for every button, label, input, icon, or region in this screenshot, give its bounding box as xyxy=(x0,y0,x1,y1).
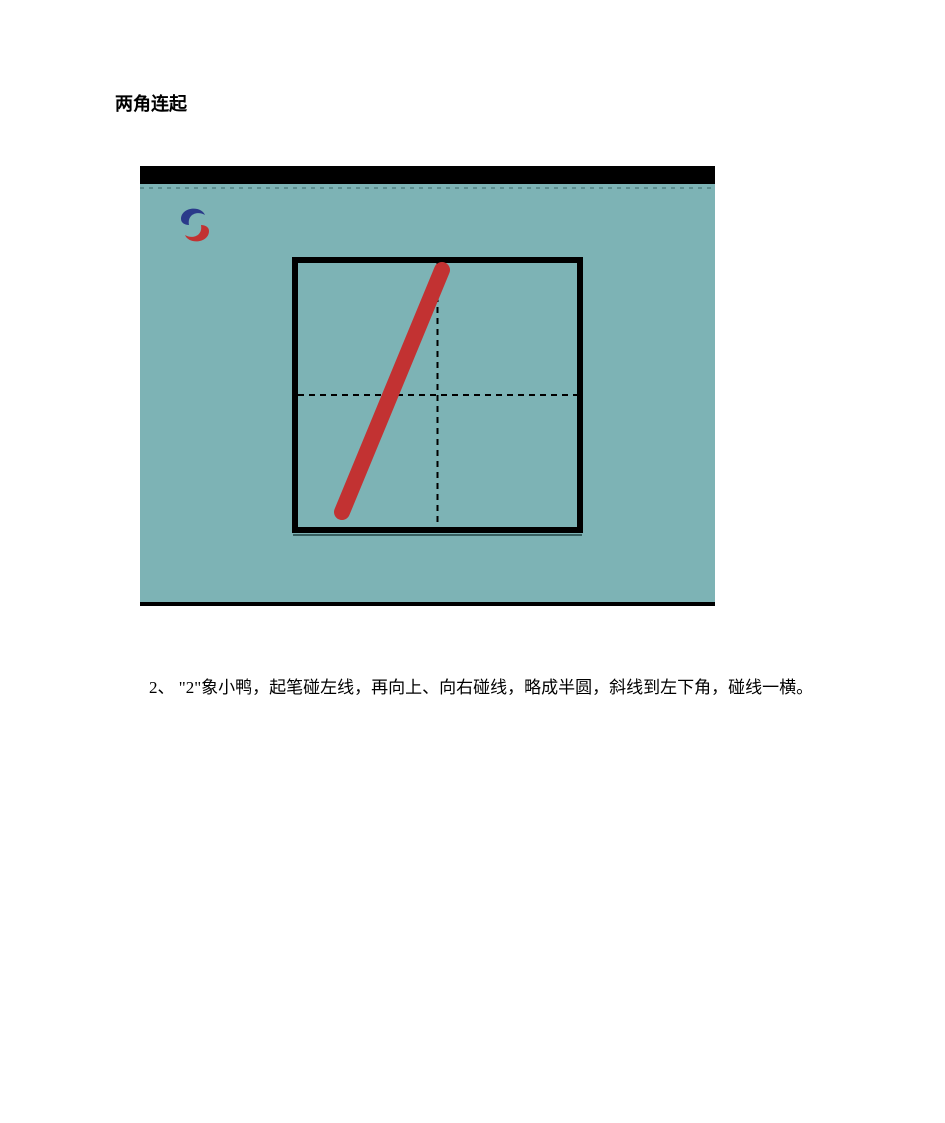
section-title: 两角连起 xyxy=(115,90,830,116)
diagram-frame xyxy=(140,166,715,606)
instruction-text: 2、 "2"象小鸭，起笔碰左线，再向上、向右碰线，略成半圆，斜线到左下角，碰线一… xyxy=(115,666,830,710)
grid-diagram xyxy=(140,170,715,602)
diagram-canvas xyxy=(140,170,715,602)
